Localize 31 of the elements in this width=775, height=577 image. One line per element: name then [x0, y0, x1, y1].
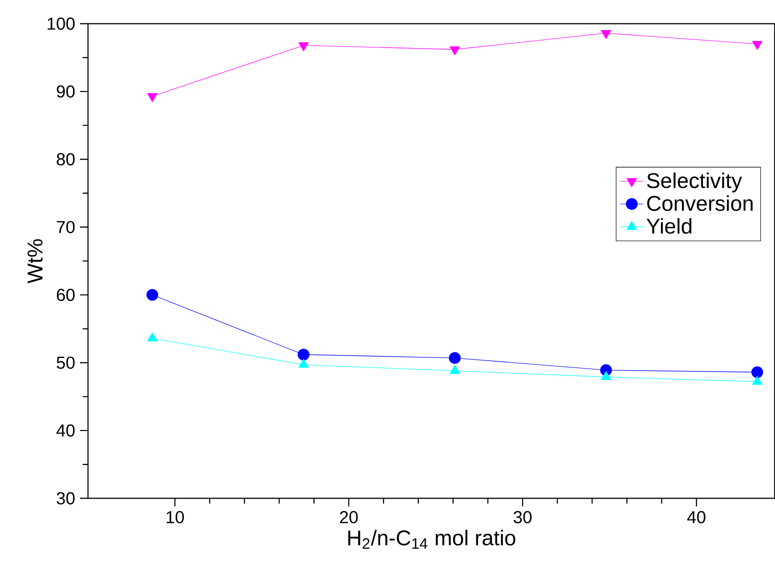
- point: [147, 93, 158, 102]
- point: [751, 366, 764, 378]
- y-tick-label: 100: [48, 18, 75, 30]
- x-tick-label: 10: [166, 511, 184, 524]
- y-tick-label: 80: [56, 153, 75, 166]
- point: [298, 358, 309, 368]
- point: [147, 332, 158, 342]
- y-tick-label: 30: [56, 492, 75, 504]
- point: [298, 348, 310, 360]
- legend-label: Yield: [646, 218, 692, 234]
- point: [600, 371, 612, 380]
- y-tick-label: 50: [56, 356, 75, 369]
- point: [450, 46, 460, 56]
- x-axis-title: H$_{2}$/n-C$_{14}$ mol ratio: [348, 530, 516, 549]
- y-tick-label: 70: [56, 220, 75, 234]
- legend-label: Conversion: [647, 195, 753, 211]
- legend-label: Selectivity: [647, 172, 742, 192]
- point: [448, 352, 461, 364]
- y-axis-title: Wt%: [28, 239, 43, 284]
- point: [752, 40, 762, 50]
- x-tick-label: 30: [514, 511, 532, 524]
- x-tick-label: 20: [340, 511, 358, 524]
- point: [146, 289, 158, 301]
- point: [298, 42, 309, 52]
- y-tick-label: 60: [56, 288, 75, 302]
- point: [450, 364, 460, 374]
- y-tick-label: 90: [56, 85, 75, 98]
- x-tick-label: 40: [687, 511, 706, 524]
- y-tick-label: 40: [56, 424, 75, 437]
- point: [600, 30, 612, 40]
- point: [752, 376, 762, 385]
